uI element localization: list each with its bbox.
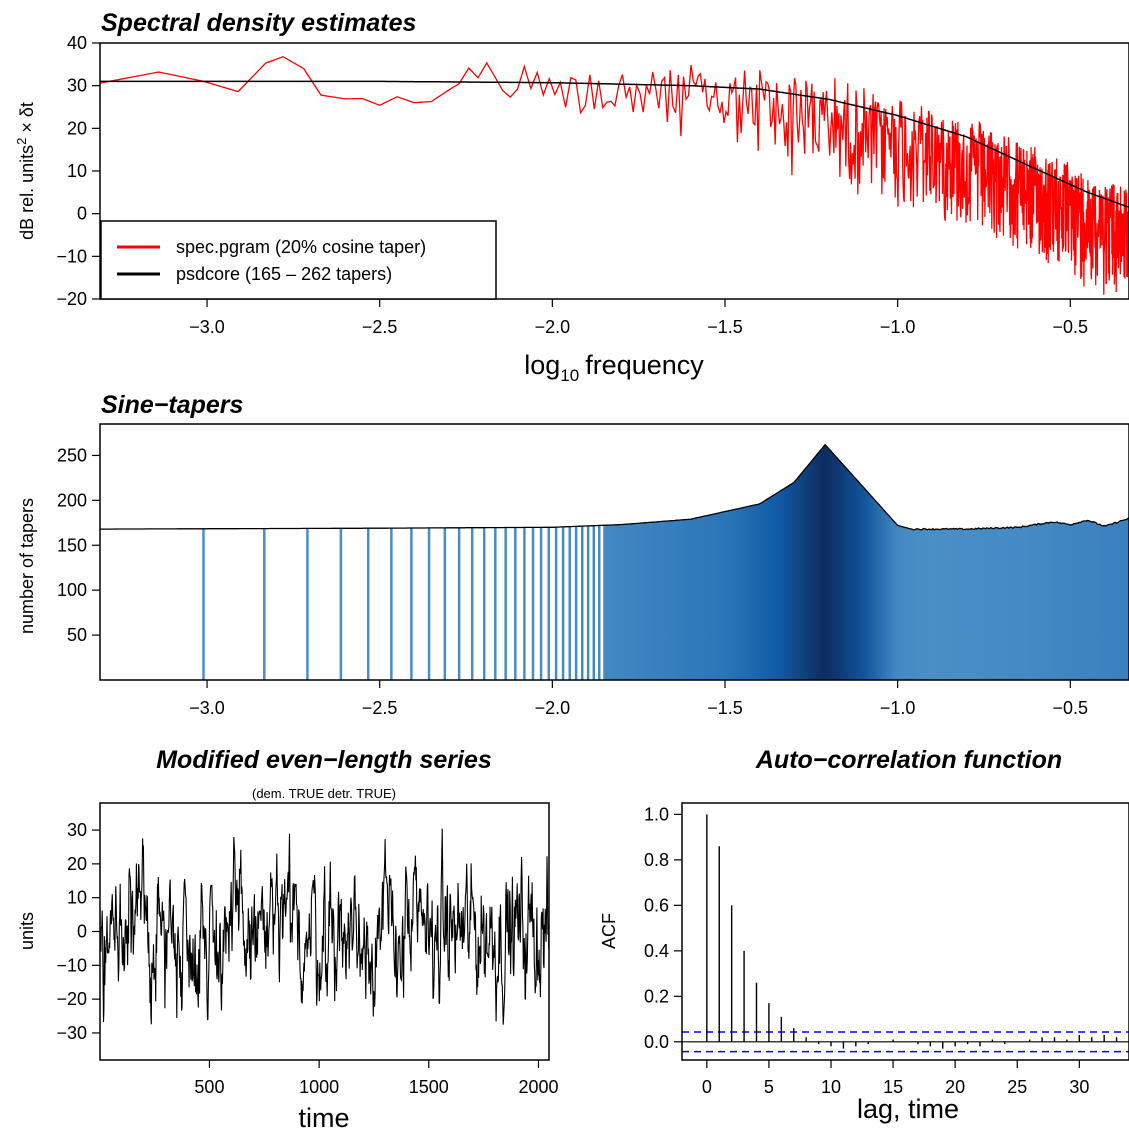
spectral-y-tick-label: 10 <box>67 161 87 181</box>
spectral-x-label: log10 frequency <box>524 350 704 385</box>
spectral-x-tick-label: −1.5 <box>707 317 743 337</box>
series-x-tick-label: 2000 <box>518 1077 558 1097</box>
spectral-x-tick-label: −0.5 <box>1053 317 1089 337</box>
series-y-label: units <box>17 912 37 950</box>
tapers-y-tick-label: 50 <box>67 625 87 645</box>
taper-area <box>604 444 1129 680</box>
tapers-x-ticks: −3.0 −2.5 −2.0 −1.5 −1.0 −0.5 <box>189 680 1088 718</box>
acf-frame <box>681 802 1129 1061</box>
series-y-tick-label: 30 <box>67 820 87 840</box>
acf-x-label: lag, time <box>857 1094 959 1124</box>
series-subtitle: (dem. TRUE detr. TRUE) <box>252 786 396 801</box>
spectral-y-tick-label: 0 <box>77 204 87 224</box>
spectral-y-tick-label: −10 <box>56 246 87 266</box>
tapers-x-tick-label: −2.0 <box>535 698 571 718</box>
acf-y-tick-label: 0.2 <box>644 986 669 1006</box>
series-y-tick-label: 10 <box>67 888 87 908</box>
tapers-frame <box>99 423 1129 681</box>
acf-x-tick-label: 5 <box>764 1077 774 1097</box>
acf-x-tick-label: 30 <box>1069 1077 1089 1097</box>
spectral-y-tick-label: 30 <box>67 76 87 96</box>
spectral-y-ticks: −20 −10 0 10 20 30 40 <box>56 33 100 309</box>
acf-x-tick-label: 15 <box>883 1077 903 1097</box>
spectral-y-tick-label: 40 <box>67 33 87 53</box>
tapers-x-tick-label: −1.5 <box>707 698 743 718</box>
spectral-legend: spec.pgram (20% cosine taper) psdcore (1… <box>100 220 497 300</box>
series-y-tick-label: −30 <box>56 1023 87 1043</box>
spectral-title: Spectral density estimates <box>101 9 417 37</box>
series-x-tick-label: 1500 <box>409 1077 449 1097</box>
spectral-y-label: dB rel. units2 × δt <box>14 102 37 240</box>
psdcore-path <box>100 80 1129 208</box>
acf-x-tick-label: 25 <box>1007 1077 1027 1097</box>
taper-bars <box>202 444 1129 680</box>
periodogram-line <box>99 55 1129 295</box>
series-line <box>99 828 550 1025</box>
series-x-ticks: 500 1000 1500 2000 <box>194 1060 558 1097</box>
acf-x-tick-label: 0 <box>702 1077 712 1097</box>
tapers-title: Sine−tapers <box>101 391 244 419</box>
tapers-y-tick-label: 150 <box>57 535 87 555</box>
spectral-x-tick-label: −3.0 <box>189 317 225 337</box>
tapers-x-tick-label: −1.0 <box>880 698 916 718</box>
taper-outline-path <box>100 443 1129 531</box>
taper-outline <box>100 443 1129 531</box>
acf-x-tick-label: 10 <box>821 1077 841 1097</box>
tapers-y-tick-label: 200 <box>57 490 87 510</box>
legend-label-psdcore: psdcore (165 – 262 tapers) <box>176 264 392 284</box>
legend-box <box>100 220 497 300</box>
tapers-x-tick-label: −3.0 <box>189 698 225 718</box>
acf-title: Auto−correlation function <box>755 746 1062 774</box>
series-path <box>99 828 550 1025</box>
acf-panel: Auto−correlation function 0 5 10 15 20 25 30 0… <box>599 746 1129 1124</box>
acf-y-tick-label: 0.6 <box>644 895 669 915</box>
acf-bars <box>682 814 1129 1053</box>
tapers-y-ticks: 50 100 150 200 250 <box>57 445 100 645</box>
series-y-tick-label: −10 <box>56 955 87 975</box>
acf-y-tick-label: 1.0 <box>644 804 669 824</box>
tapers-y-label: number of tapers <box>17 498 37 634</box>
spectral-x-tick-label: −2.0 <box>535 317 571 337</box>
series-y-ticks: −30 −20 −10 0 10 20 30 <box>56 820 100 1043</box>
series-title: Modified even−length series <box>156 746 492 774</box>
series-x-label: time <box>298 1103 349 1133</box>
acf-y-tick-label: 0.4 <box>644 941 669 961</box>
spectral-y-tick-label: 20 <box>67 118 87 138</box>
acf-y-label: ACF <box>599 913 619 949</box>
spectral-panel: Spectral density estimates −3.0 −2.5 −2.0−… <box>14 9 1129 385</box>
spectral-x-ticks: −3.0 −2.5 −2.0 −1.5 −1.0 −0.5 <box>189 299 1088 337</box>
acf-x-ticks: 0 5 10 15 20 25 30 <box>702 1060 1089 1097</box>
legend-label-periodogram: spec.pgram (20% cosine taper) <box>176 237 426 257</box>
acf-x-tick-label: 20 <box>945 1077 965 1097</box>
series-y-tick-label: 0 <box>77 922 87 942</box>
tapers-x-tick-label: −2.5 <box>362 698 398 718</box>
psdcore-line <box>100 80 1129 208</box>
tapers-y-tick-label: 100 <box>57 580 87 600</box>
acf-y-tick-label: 0.8 <box>644 850 669 870</box>
spectral-y-tick-label: −20 <box>56 289 87 309</box>
acf-y-ticks: 0.0 0.2 0.4 0.6 0.8 1.0 <box>644 804 682 1052</box>
acf-y-tick-label: 0.0 <box>644 1032 669 1052</box>
series-x-tick-label: 500 <box>194 1077 224 1097</box>
series-y-tick-label: −20 <box>56 989 87 1009</box>
tapers-x-tick-label: −0.5 <box>1053 698 1089 718</box>
periodogram-path <box>99 55 1129 295</box>
series-panel: Modified even−length series (dem. TRUE d… <box>17 746 558 1133</box>
series-y-tick-label: 20 <box>67 854 87 874</box>
tapers-y-tick-label: 250 <box>57 445 87 465</box>
series-x-tick-label: 1000 <box>299 1077 339 1097</box>
tapers-panel: Sine−tapers −3.0 −2.5 −2.0 −1.5 −1.0 −0.5 50 1… <box>17 391 1129 718</box>
spectral-x-tick-label: −1.0 <box>880 317 916 337</box>
spectral-x-tick-label: −2.5 <box>362 317 398 337</box>
